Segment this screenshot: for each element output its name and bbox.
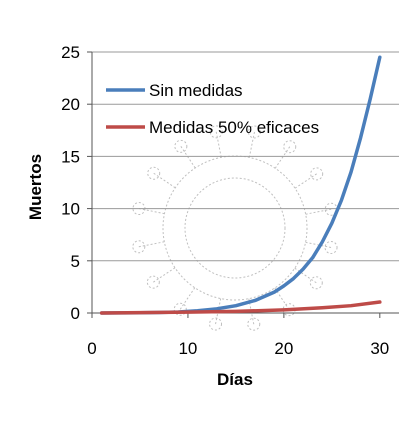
- virus-spike: [138, 241, 165, 248]
- virus-inner-outline: [184, 177, 286, 279]
- virus-spike: [153, 172, 176, 189]
- virus-spike-tip: [310, 167, 324, 181]
- virus-spike-tip: [209, 317, 223, 331]
- virus-spike-tip: [247, 125, 261, 139]
- virus-spike-tip: [174, 139, 188, 153]
- virus-spike-tip: [147, 166, 161, 180]
- virus-spike: [153, 267, 176, 283]
- virus-spike-tip: [173, 302, 187, 316]
- y-tick-label: 20: [61, 95, 80, 114]
- series-layer: [99, 55, 382, 315]
- virus-spike-tip: [309, 276, 323, 290]
- virus-spike: [274, 146, 291, 169]
- x-tick-label: 0: [87, 339, 96, 358]
- y-tick-label: 0: [71, 304, 80, 323]
- virus-spike-tip: [146, 275, 160, 289]
- virus-spike-tip: [132, 240, 146, 254]
- virus-spike-tip: [247, 317, 261, 331]
- virus-spike-tip: [324, 240, 338, 254]
- series-line-2: [99, 300, 382, 315]
- virus-spike: [215, 131, 222, 158]
- legend-label-1: Sin medidas: [149, 81, 243, 100]
- x-tick-label: 30: [370, 339, 389, 358]
- virus-spike: [138, 208, 165, 215]
- virus-spike-tip: [209, 125, 223, 139]
- virus-spike: [294, 173, 317, 189]
- grid-layer: [92, 51, 399, 262]
- x-axis-title: Días: [217, 370, 253, 389]
- virus-spike: [180, 146, 196, 169]
- virus-body-outline: [162, 155, 308, 301]
- y-tick-label: 5: [71, 252, 80, 271]
- virus-spike: [294, 267, 317, 284]
- virus-spike-tip: [283, 140, 297, 154]
- legend: Sin medidas Medidas 50% eficaces: [106, 81, 319, 137]
- y-axis-title: Muertos: [26, 154, 45, 220]
- virus-spike: [305, 241, 332, 248]
- x-tick-label: 10: [178, 339, 197, 358]
- virus-spike: [179, 287, 196, 310]
- y-tick-label: 25: [61, 43, 80, 62]
- virus-spike: [248, 131, 255, 158]
- y-tick-label: 15: [61, 147, 80, 166]
- legend-label-2: Medidas 50% eficaces: [149, 118, 319, 137]
- y-tick-label: 10: [61, 200, 80, 219]
- axis-layer: 0 5 10 15 20 25 0 10 20 30: [61, 43, 399, 358]
- x-tick-label: 20: [274, 339, 293, 358]
- virus-spike: [305, 208, 332, 215]
